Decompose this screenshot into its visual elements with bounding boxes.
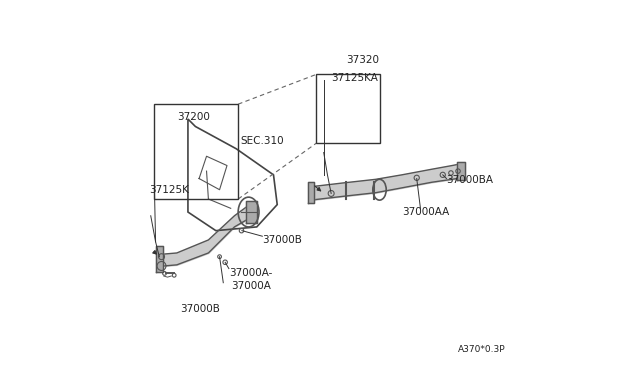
Text: 37000B: 37000B bbox=[262, 235, 302, 245]
Polygon shape bbox=[246, 201, 257, 223]
Polygon shape bbox=[156, 246, 163, 272]
Text: 37125KA: 37125KA bbox=[331, 73, 378, 83]
Polygon shape bbox=[308, 182, 314, 203]
Text: 37000A: 37000A bbox=[231, 282, 271, 291]
Text: 37320: 37320 bbox=[346, 55, 379, 64]
Text: 37000B: 37000B bbox=[180, 304, 220, 314]
Text: A370*0.3P: A370*0.3P bbox=[458, 345, 505, 354]
Text: 37000A-: 37000A- bbox=[229, 269, 272, 278]
Text: 37000BA: 37000BA bbox=[447, 176, 493, 185]
Text: 37000AA: 37000AA bbox=[402, 207, 449, 217]
Text: SEC.310: SEC.310 bbox=[240, 137, 284, 146]
Bar bbox=[316, 74, 380, 143]
Text: 37125K: 37125K bbox=[149, 185, 189, 195]
Polygon shape bbox=[457, 162, 465, 180]
Text: 37200: 37200 bbox=[177, 112, 210, 122]
Bar bbox=[154, 104, 238, 199]
